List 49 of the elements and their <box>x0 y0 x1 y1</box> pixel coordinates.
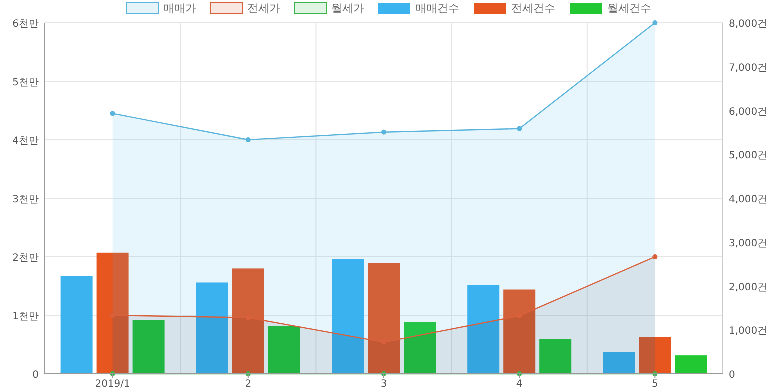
bar <box>268 326 300 374</box>
y-tick-label: 6천만 <box>12 19 39 30</box>
y2-tick-label: 1,000건 <box>729 326 768 338</box>
y2-tick-label: 0 <box>729 370 736 381</box>
x-tick-label: 3 <box>380 379 388 390</box>
legend-label: 전세건수 <box>512 2 556 15</box>
x-tick-label: 2019/1 <box>95 379 130 390</box>
y2-tick-label: 6,000건 <box>729 106 768 118</box>
y2-tick-label: 4,000건 <box>729 194 768 206</box>
bar <box>675 356 708 374</box>
legend-label: 월세가 <box>332 2 364 15</box>
point <box>517 126 522 132</box>
y2-tick-label: 3,000건 <box>729 238 768 250</box>
bar <box>504 290 536 374</box>
y-tick-label: 2천만 <box>12 253 39 264</box>
y2-tick-label: 5,000건 <box>729 150 768 162</box>
y-tick-label: 0 <box>32 370 39 381</box>
bar <box>60 276 93 374</box>
bar <box>196 282 228 374</box>
point <box>652 20 658 26</box>
legend-label: 전세가 <box>248 2 280 15</box>
bar <box>368 262 400 374</box>
y-tick-label: 4천만 <box>12 136 39 147</box>
bar <box>96 252 129 374</box>
y-tick-label: 5천만 <box>12 78 39 88</box>
x-tick-label: 5 <box>652 379 658 390</box>
bar <box>468 285 500 374</box>
point <box>110 313 116 318</box>
bar <box>603 352 636 374</box>
legend-label: 매매건수 <box>416 2 460 15</box>
bar <box>404 322 436 374</box>
y2-tick-label: 7,000건 <box>729 62 768 74</box>
y-tick-label: 1천만 <box>12 312 39 322</box>
bar <box>332 259 364 374</box>
x-tick-label: 2 <box>245 379 252 390</box>
bar <box>540 339 572 374</box>
y2-tick-label: 8,000건 <box>729 19 768 30</box>
bar <box>639 337 672 374</box>
legend-label: 매매가 <box>164 2 196 15</box>
point <box>652 254 658 260</box>
bar <box>132 320 165 374</box>
y-tick-label: 3천만 <box>12 194 39 206</box>
point <box>110 111 116 116</box>
x-tick-label: 4 <box>516 379 523 390</box>
y2-tick-label: 2,000건 <box>729 282 768 294</box>
point <box>246 138 251 142</box>
legend-label: 월세건수 <box>608 2 652 15</box>
point <box>382 130 386 135</box>
bar <box>232 268 264 374</box>
